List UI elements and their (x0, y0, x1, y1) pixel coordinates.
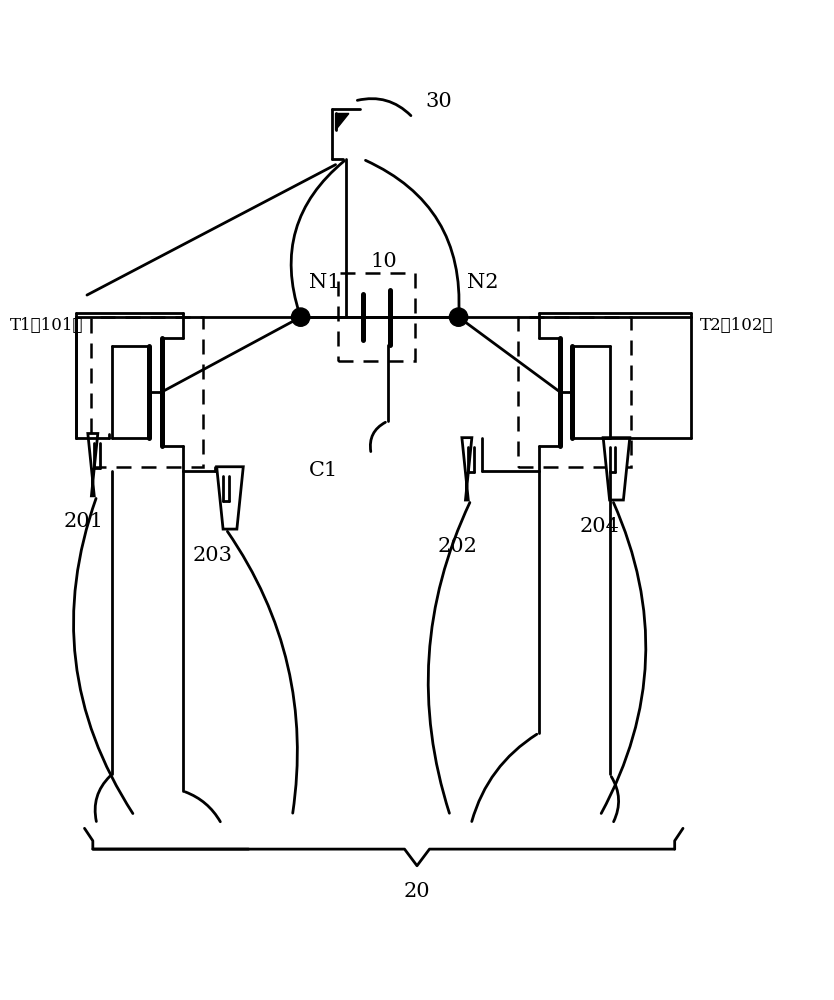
Text: T2（102）: T2（102） (700, 317, 773, 334)
Text: 20: 20 (404, 882, 430, 901)
Text: 202: 202 (438, 537, 478, 556)
Text: 203: 203 (193, 546, 233, 565)
Text: 201: 201 (63, 512, 103, 531)
Text: T1（101）: T1（101） (10, 317, 83, 334)
Text: 10: 10 (370, 252, 397, 271)
Polygon shape (603, 438, 630, 500)
Polygon shape (217, 467, 244, 529)
Text: C1: C1 (309, 461, 339, 480)
Circle shape (450, 308, 468, 326)
Text: N2: N2 (467, 273, 499, 292)
Text: N1: N1 (309, 273, 340, 292)
Polygon shape (88, 434, 98, 496)
Text: 30: 30 (425, 92, 452, 111)
Text: 204: 204 (579, 517, 619, 536)
Circle shape (292, 308, 309, 326)
Polygon shape (462, 438, 472, 500)
Polygon shape (335, 113, 349, 130)
